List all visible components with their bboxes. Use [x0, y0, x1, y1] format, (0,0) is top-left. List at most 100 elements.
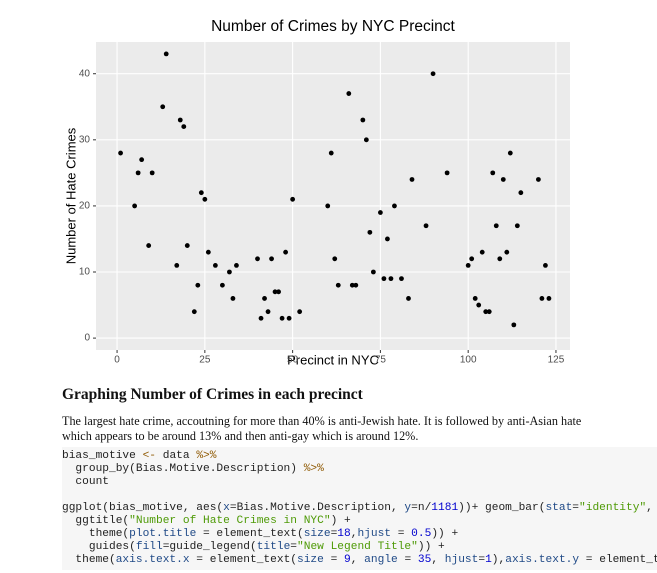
code-chunk: bias_motive <- data %>% group_by(Bias.Mo…	[62, 450, 657, 489]
point	[444, 170, 450, 176]
y-tick-label: 40	[79, 68, 91, 79]
x-axis-label: Precinct in NYC	[287, 352, 379, 367]
x-tick-label: 125	[548, 355, 565, 366]
plot-panel	[96, 42, 570, 350]
point	[286, 315, 292, 321]
point	[220, 282, 225, 288]
point	[191, 309, 197, 315]
point	[507, 150, 513, 156]
y-tick-label: 0	[84, 333, 90, 344]
point	[406, 296, 411, 301]
point	[227, 269, 232, 275]
point	[202, 196, 208, 202]
point	[118, 150, 123, 156]
x-tick-label: 50	[287, 355, 299, 366]
code-block: bias_motive <- data %>% group_by(Bias.Mo…	[62, 447, 657, 570]
point	[139, 157, 145, 163]
point	[378, 210, 383, 215]
point	[430, 71, 436, 77]
point	[409, 177, 415, 182]
code-line: theme(plot.title = element_text(size=18,…	[62, 528, 459, 540]
point	[163, 51, 169, 57]
point	[279, 315, 285, 321]
point	[234, 262, 239, 268]
point	[212, 262, 218, 268]
point	[255, 256, 260, 262]
point	[511, 322, 517, 328]
chart-title: Number of Crimes by NYC Precinct	[211, 18, 455, 35]
point	[385, 236, 390, 242]
point	[486, 309, 492, 315]
point	[363, 137, 369, 143]
point	[146, 243, 152, 248]
point	[423, 223, 429, 229]
code-line: theme(axis.text.x = element_text(size = …	[62, 554, 657, 566]
point	[504, 249, 510, 255]
point	[497, 256, 503, 262]
point	[469, 256, 475, 262]
y-tick-label: 10	[79, 267, 91, 278]
point	[258, 315, 264, 321]
point	[132, 203, 138, 209]
chart: Number of Crimes by NYC Precinct Precinc…	[63, 18, 570, 367]
point	[500, 177, 506, 182]
y-tick-label: 20	[79, 201, 91, 212]
point	[543, 262, 548, 268]
code-line: ggtitle("Number of Hate Crimes in NYC") …	[62, 515, 351, 527]
point	[181, 124, 187, 130]
point	[490, 170, 496, 176]
code-line: guides(fill=guide_legend(title="New Lege…	[62, 541, 445, 553]
point	[367, 229, 373, 235]
point	[370, 269, 376, 275]
point	[360, 117, 366, 123]
point	[483, 309, 489, 315]
code-line: bias_motive <- data %>%	[62, 450, 217, 462]
point	[297, 309, 303, 315]
point	[325, 203, 331, 209]
point	[276, 289, 281, 295]
point	[346, 91, 352, 96]
point	[381, 276, 387, 282]
x-tick-label: 0	[114, 355, 120, 366]
point	[536, 177, 541, 182]
point	[135, 170, 141, 176]
point	[546, 296, 552, 301]
point	[472, 296, 478, 301]
y-axis-label: Number of Hate Crimes	[63, 127, 78, 264]
point	[272, 289, 278, 295]
x-tick-label: 25	[199, 355, 211, 366]
document: Graphing Number of Crimes in each precin…	[62, 386, 657, 570]
point	[392, 203, 397, 209]
point	[290, 196, 296, 202]
point	[514, 223, 520, 229]
point	[328, 150, 334, 156]
code-line: ggplot(bias_motive, aes(x=Bias.Motive.De…	[62, 502, 653, 514]
point	[353, 282, 359, 288]
y-tick-label: 30	[79, 134, 91, 145]
point	[335, 282, 341, 288]
point	[349, 282, 355, 288]
point	[283, 249, 288, 255]
point	[205, 249, 211, 255]
point	[332, 256, 338, 262]
point	[149, 170, 155, 176]
point	[230, 296, 236, 301]
point	[476, 302, 482, 308]
point	[479, 249, 485, 255]
point	[174, 262, 180, 268]
x-tick-label: 100	[460, 355, 477, 366]
point	[184, 243, 190, 248]
point	[465, 262, 471, 268]
x-tick-label: 75	[375, 355, 387, 366]
section-heading: Graphing Number of Crimes in each precin…	[62, 386, 363, 403]
point	[539, 296, 545, 301]
point	[262, 296, 267, 301]
point	[195, 282, 201, 288]
point	[265, 309, 271, 315]
point	[493, 223, 499, 229]
point	[518, 190, 524, 196]
code-chunk: ggplot(bias_motive, aes(x=Bias.Motive.De…	[62, 502, 657, 567]
code-line: count	[62, 476, 109, 488]
code-line: group_by(Bias.Motive.Description) %>%	[62, 463, 324, 475]
